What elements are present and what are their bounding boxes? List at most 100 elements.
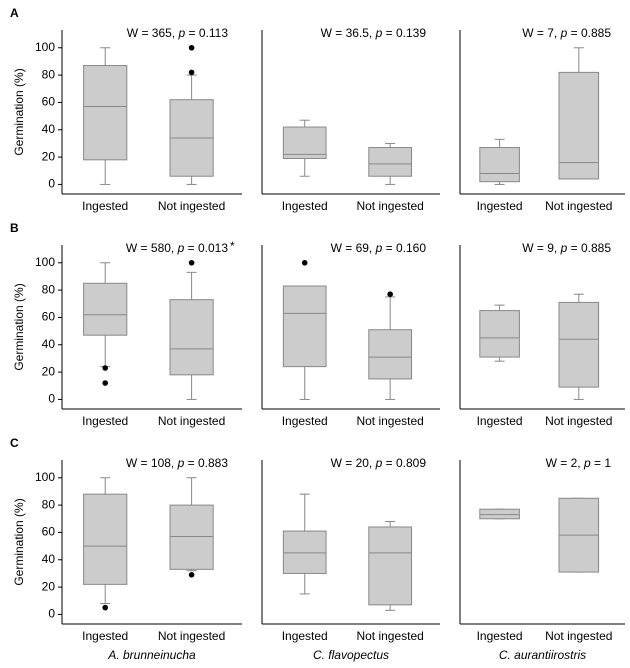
stat-part: W = 108, bbox=[126, 456, 178, 470]
species-label: A. brunneinucha bbox=[107, 648, 196, 662]
stat-part: = 0.885 bbox=[567, 26, 611, 40]
panel-letter: B bbox=[10, 221, 19, 235]
stat-part: p bbox=[375, 26, 383, 40]
y-tick-label: 100 bbox=[35, 470, 55, 484]
y-tick-label: 60 bbox=[42, 95, 56, 109]
box bbox=[83, 493, 128, 585]
stat-part: = 0.885 bbox=[567, 241, 611, 255]
outlier bbox=[188, 259, 195, 266]
y-tick-label: 60 bbox=[42, 310, 56, 324]
outlier bbox=[188, 44, 195, 51]
y-tick-label: 80 bbox=[42, 282, 56, 296]
y-tick-label: 20 bbox=[42, 579, 56, 593]
y-tick-label: 20 bbox=[42, 364, 56, 378]
x-tick-label: Ingested bbox=[282, 629, 328, 643]
stat-part: W = 9, bbox=[522, 241, 560, 255]
stat-part: W = 2, bbox=[546, 456, 584, 470]
x-tick-label: Not ingested bbox=[545, 629, 612, 643]
y-axis-label: Germination (%) bbox=[12, 68, 26, 155]
species-label: C. flavopectus bbox=[313, 648, 389, 662]
stat-annotation: W = 365, p = 0.113 bbox=[127, 26, 229, 40]
x-tick-label: Ingested bbox=[282, 414, 328, 428]
x-tick-label: Ingested bbox=[477, 199, 523, 213]
x-tick-label: Ingested bbox=[82, 199, 128, 213]
stat-annotation: W = 2, p = 1 bbox=[546, 456, 612, 470]
stat-part: W = 20, bbox=[331, 456, 376, 470]
y-tick-label: 100 bbox=[35, 255, 55, 269]
box bbox=[282, 285, 327, 368]
x-tick-label: Not ingested bbox=[158, 414, 225, 428]
box bbox=[169, 504, 214, 570]
x-tick-label: Not ingested bbox=[158, 199, 225, 213]
stat-part: p bbox=[177, 241, 185, 255]
stat-part: p bbox=[583, 456, 591, 470]
x-tick-label: Ingested bbox=[477, 629, 523, 643]
x-tick-label: Not ingested bbox=[545, 199, 612, 213]
box bbox=[558, 71, 600, 180]
stat-part: W = 580, bbox=[126, 241, 178, 255]
outlier bbox=[102, 365, 108, 371]
stat-part: = 0.139 bbox=[382, 26, 426, 40]
y-tick-label: 80 bbox=[42, 67, 56, 81]
box bbox=[479, 147, 520, 183]
outlier bbox=[102, 604, 108, 611]
y-tick-label: 0 bbox=[48, 177, 55, 191]
y-tick-label: 20 bbox=[42, 149, 56, 163]
stat-part: = 0.160 bbox=[382, 241, 426, 255]
y-axis-label: Germination (%) bbox=[12, 498, 26, 585]
box bbox=[282, 530, 327, 574]
outlier bbox=[188, 69, 195, 76]
x-tick-label: Not ingested bbox=[158, 629, 225, 643]
panel-letter: A bbox=[10, 6, 19, 20]
panel-letter: C bbox=[10, 436, 19, 450]
stat-part: = 0.809 bbox=[382, 456, 426, 470]
box bbox=[558, 301, 600, 388]
y-tick-label: 0 bbox=[48, 607, 55, 621]
stat-annotation: W = 580, p = 0.013 bbox=[126, 241, 228, 255]
y-tick-label: 40 bbox=[42, 552, 56, 566]
stat-part: p bbox=[177, 26, 185, 40]
stat-part: p bbox=[560, 26, 568, 40]
stat-part: p bbox=[375, 241, 383, 255]
box bbox=[83, 65, 128, 161]
stat-part: = 1 bbox=[591, 456, 612, 470]
stat-annotation: W = 69, p = 0.160 bbox=[331, 241, 427, 255]
outlier bbox=[387, 291, 393, 298]
stat-part: W = 36.5, bbox=[321, 26, 376, 40]
stat-part: W = 7, bbox=[522, 26, 560, 40]
outlier bbox=[301, 259, 308, 266]
y-tick-label: 0 bbox=[48, 392, 55, 406]
box bbox=[479, 508, 520, 520]
stat-part: = 0.013 bbox=[184, 241, 228, 255]
stat-part: p bbox=[560, 241, 568, 255]
box bbox=[368, 147, 413, 177]
box bbox=[83, 282, 128, 336]
x-tick-label: Not ingested bbox=[356, 414, 423, 428]
y-tick-label: 80 bbox=[42, 497, 56, 511]
outlier bbox=[188, 572, 195, 578]
stat-annotation: W = 108, p = 0.883 bbox=[126, 456, 228, 470]
box bbox=[479, 310, 520, 358]
stat-part: W = 365, bbox=[127, 26, 179, 40]
x-tick-label: Ingested bbox=[82, 629, 128, 643]
outlier bbox=[102, 380, 108, 386]
significance: * bbox=[230, 239, 235, 253]
x-tick-label: Ingested bbox=[477, 414, 523, 428]
x-tick-label: Not ingested bbox=[356, 199, 423, 213]
stat-annotation: W = 20, p = 0.809 bbox=[331, 456, 427, 470]
species-label: C. aurantiirostris bbox=[499, 648, 586, 662]
y-tick-label: 100 bbox=[35, 40, 55, 54]
x-tick-label: Ingested bbox=[82, 414, 128, 428]
stat-part: = 0.113 bbox=[185, 26, 228, 40]
y-tick-label: 40 bbox=[42, 337, 56, 351]
stat-part: p bbox=[375, 456, 383, 470]
box bbox=[282, 126, 327, 159]
stat-annotation: W = 9, p = 0.885 bbox=[522, 241, 611, 255]
x-tick-label: Ingested bbox=[282, 199, 328, 213]
box bbox=[368, 329, 413, 380]
y-axis-label: Germination (%) bbox=[12, 283, 26, 370]
box bbox=[368, 526, 413, 606]
stat-part: W = 69, bbox=[331, 241, 376, 255]
stat-part: = 0.883 bbox=[184, 456, 228, 470]
